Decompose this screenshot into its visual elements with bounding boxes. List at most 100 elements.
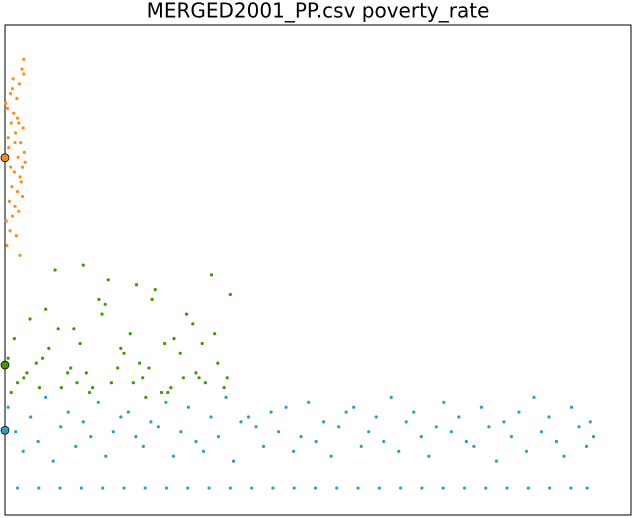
point: [21, 126, 25, 130]
point: [6, 405, 10, 409]
point: [149, 420, 153, 424]
point: [9, 121, 13, 125]
point: [441, 486, 445, 490]
point: [377, 486, 381, 490]
point: [171, 454, 175, 458]
point: [111, 430, 115, 434]
point: [53, 268, 57, 272]
point: [10, 87, 15, 91]
point: [284, 405, 288, 409]
point: [15, 116, 20, 120]
point: [505, 486, 509, 490]
point: [509, 435, 514, 439]
point: [314, 439, 318, 444]
point: [11, 77, 15, 81]
point: [116, 366, 120, 370]
point: [15, 381, 20, 385]
marker: [0, 360, 10, 370]
point: [484, 486, 488, 490]
point: [4, 219, 8, 223]
point: [191, 322, 195, 326]
point: [591, 435, 596, 439]
point: [44, 395, 48, 399]
point: [271, 486, 275, 490]
point: [225, 376, 229, 380]
point: [472, 444, 476, 448]
point: [20, 194, 25, 199]
point: [344, 410, 348, 414]
point: [9, 92, 13, 96]
point: [15, 190, 20, 194]
point: [186, 405, 191, 409]
point: [156, 425, 160, 429]
point: [66, 371, 70, 375]
point: [178, 351, 182, 355]
point: [122, 486, 126, 490]
point: [4, 101, 8, 105]
point: [40, 356, 45, 360]
point: [81, 263, 85, 267]
point: [216, 435, 221, 439]
point: [109, 381, 114, 385]
point: [216, 361, 220, 365]
point: [172, 337, 176, 341]
point: [250, 486, 254, 490]
point: [141, 376, 145, 380]
point: [29, 415, 33, 419]
point: [276, 430, 281, 434]
point: [7, 199, 11, 203]
point: [12, 170, 16, 174]
point: [9, 390, 13, 395]
point: [17, 121, 21, 125]
point: [194, 371, 198, 375]
point: [14, 430, 18, 434]
point: [13, 204, 17, 208]
point: [487, 425, 491, 429]
point: [457, 415, 461, 419]
point: [21, 449, 25, 453]
point: [335, 486, 339, 490]
point: [134, 435, 138, 439]
point: [307, 400, 311, 404]
point: [397, 449, 401, 453]
point: [143, 486, 147, 490]
point: [37, 486, 41, 490]
point: [254, 425, 258, 429]
point: [261, 444, 266, 448]
point: [399, 486, 403, 490]
point: [292, 486, 296, 490]
point: [207, 486, 211, 490]
point: [164, 400, 168, 404]
point: [10, 214, 15, 218]
point: [200, 341, 204, 346]
point: [134, 283, 139, 287]
point: [66, 410, 70, 414]
point: [153, 288, 157, 292]
point: [434, 425, 438, 429]
point: [203, 381, 207, 385]
point: [213, 332, 217, 336]
marker: [0, 425, 10, 435]
point: [6, 136, 10, 140]
point: [577, 425, 581, 429]
point: [34, 361, 38, 365]
point: [584, 444, 589, 448]
point: [197, 376, 201, 380]
point: [51, 459, 55, 463]
point: [547, 415, 551, 419]
point: [224, 395, 228, 399]
point: [359, 444, 363, 448]
point: [25, 371, 29, 375]
point: [97, 297, 101, 301]
point: [59, 386, 63, 390]
point: [526, 486, 530, 490]
point: [420, 486, 424, 490]
point: [72, 327, 76, 331]
point: [20, 67, 24, 71]
point: [179, 430, 183, 434]
point: [104, 454, 108, 458]
point: [502, 420, 506, 424]
point: [131, 381, 135, 385]
